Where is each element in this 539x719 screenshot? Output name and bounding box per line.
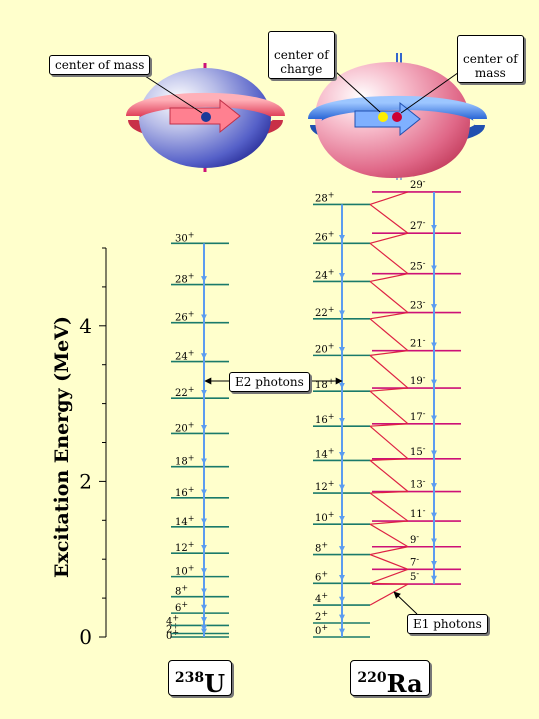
level-label-u238: 16+ (175, 485, 194, 499)
e1-transition (369, 583, 409, 606)
e1-transition (369, 423, 409, 427)
center-of-mass-callout: center of mass (49, 55, 151, 75)
level-label-u238: 0+ (166, 628, 179, 642)
level-label-ra220-odd: 19- (410, 373, 426, 387)
energy-axis: 0 2 4 (79, 247, 107, 649)
level-label-ra220-odd: 13- (410, 477, 426, 491)
ra220-label: 220Ra (350, 660, 430, 698)
e1-transition (369, 350, 409, 356)
center-of-charge-dot (378, 112, 388, 122)
level-label-ra220-odd: 25- (410, 259, 426, 273)
level-label-ra220-even: 0+ (315, 623, 328, 637)
level-label-u238: 28+ (175, 272, 194, 286)
level-label-u238: 10+ (175, 564, 194, 578)
center-of-charge-label: center of charge (274, 48, 329, 76)
annotation-pointers (204, 377, 418, 615)
axis-tick-label: 0 (79, 625, 92, 649)
level-label-u238: 12+ (175, 540, 194, 554)
level-label-u238: 24+ (175, 349, 194, 363)
e1-transition (369, 458, 409, 461)
level-label-ra220-odd: 15- (410, 444, 426, 458)
e1-transition (369, 191, 409, 206)
level-label-ra220-even: 2+ (315, 609, 328, 623)
e1-transition (369, 311, 409, 320)
level-label-ra220-odd: 23- (410, 298, 426, 312)
level-label-ra220-odd: 5- (410, 569, 419, 583)
e1-transition (369, 523, 409, 548)
level-label-ra220-odd: 29- (410, 177, 426, 191)
ra220-level-scheme: 0+2+ 4+ 6+ 8+ 10+ 12+ 14+ 16+ 18+ 20+ 22+ 24+ 26+ 28+… (313, 177, 461, 638)
level-label-u238: 8+ (175, 584, 188, 598)
e1-transition (369, 318, 409, 352)
level-label-u238: 30+ (175, 230, 194, 244)
axis-tick-label: 2 (79, 469, 92, 493)
level-label-ra220-even: 6+ (315, 569, 328, 583)
level-label-ra220-even: 16+ (315, 412, 334, 426)
center-of-mass-dot (201, 112, 211, 122)
center-of-mass-dot-pear (392, 112, 402, 122)
e1-transition (369, 203, 409, 234)
axis-tick-label: 4 (79, 314, 92, 338)
e1-transition (369, 582, 409, 585)
level-label-ra220-even: 26+ (315, 229, 334, 243)
center-of-mass-callout-pear: center of mass (457, 35, 524, 83)
e1-transition (369, 546, 409, 556)
center-of-mass-label: center of mass (55, 58, 145, 72)
level-label-ra220-even: 8+ (315, 541, 328, 555)
e1-transition (369, 387, 409, 392)
e1-transition (369, 354, 409, 389)
level-label-u238: 22+ (175, 385, 194, 399)
u238-symbol: U (204, 669, 226, 698)
e1-transition (369, 568, 409, 584)
level-label-ra220-odd: 17- (410, 409, 426, 423)
level-label-u238: 20+ (175, 420, 194, 434)
level-label-u238: 14+ (175, 514, 194, 528)
ra220-symbol: Ra (386, 669, 423, 698)
level-label-ra220-odd: 21- (410, 336, 426, 350)
level-label-ra220-even: 14+ (315, 446, 334, 460)
e1-transition (369, 273, 409, 283)
e1-transition (369, 553, 409, 570)
e2-photons-label: E2 photons (235, 375, 304, 389)
level-label-ra220-odd: 27- (410, 218, 426, 232)
level-label-ra220-odd: 9- (410, 532, 419, 546)
level-label-u238: 18+ (175, 454, 194, 468)
e1-transition (369, 425, 409, 460)
u238-nucleus-illustration (126, 63, 285, 172)
level-label-ra220-even: 24+ (315, 267, 334, 281)
e1-transition (369, 242, 409, 275)
e1-transition (369, 280, 409, 314)
e1-transition (369, 390, 409, 425)
level-label-u238: 4+ (166, 613, 179, 627)
e1-transition (369, 490, 409, 494)
level-label-ra220-even: 10+ (315, 510, 334, 524)
ra220-nucleus-illustration (308, 53, 487, 180)
level-label-ra220-odd: 11- (410, 506, 426, 520)
center-of-mass-label-pear: center of mass (463, 52, 518, 80)
center-of-charge-callout: center of charge (268, 31, 335, 79)
axis-title: Excitation Energy (MeV) (51, 316, 73, 578)
e1-transition (369, 232, 409, 244)
e1-photons-label: E1 photons (413, 617, 482, 631)
level-label-ra220-odd: 7- (410, 554, 419, 568)
e1-transition (369, 492, 409, 522)
e1-photons-callout: E1 photons (407, 614, 488, 634)
u238-label: 238U (168, 660, 232, 698)
e1-transition (369, 520, 409, 525)
level-label-ra220-even: 18+ (315, 377, 334, 391)
e1-transition (369, 459, 409, 492)
ra220-mass-number: 220 (357, 670, 387, 686)
level-label-u238: 6+ (175, 600, 188, 614)
e2-photons-callout: E2 photons (229, 372, 310, 392)
u238-level-scheme: 0+2+4+6+8+10+12+14+16+18+20+22+24+26+28+… (166, 230, 229, 642)
u238-mass-number: 238 (174, 670, 205, 686)
level-label-ra220-even: 4+ (315, 591, 328, 605)
level-label-ra220-even: 12+ (315, 479, 334, 493)
level-label-ra220-even: 22+ (315, 305, 334, 319)
level-label-u238: 26+ (175, 310, 194, 324)
level-label-ra220-even: 28+ (315, 190, 334, 204)
level-label-ra220-even: 20+ (315, 341, 334, 355)
